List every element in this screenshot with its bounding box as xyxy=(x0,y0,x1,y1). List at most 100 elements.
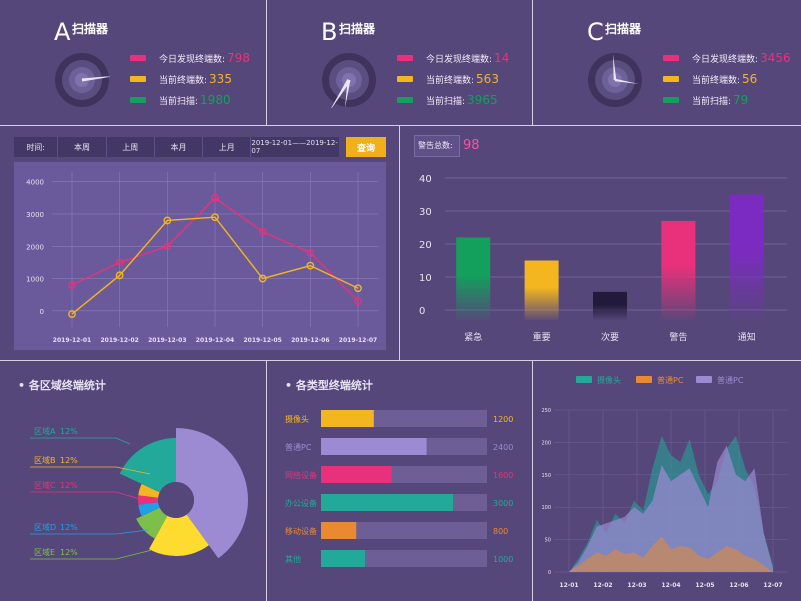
x-tick-label: 12-04 xyxy=(661,582,680,589)
radar-hand xyxy=(81,77,110,82)
data-point xyxy=(354,284,362,293)
y-tick-label: 100 xyxy=(541,505,551,511)
scanner-panel-b xyxy=(267,0,533,126)
leader-line xyxy=(30,466,151,475)
area-series xyxy=(569,445,773,572)
type-label: 办公设备 xyxy=(285,498,317,508)
bar xyxy=(524,260,559,320)
stat-label: 当前扫描: xyxy=(426,96,466,107)
stat-label: 今日发现终端数: xyxy=(426,54,493,65)
legend-swatch xyxy=(663,97,679,103)
alarm-total-label: 警告总数: xyxy=(414,135,460,157)
y-tick-label: 20 xyxy=(419,240,432,251)
x-tick-label: 重要 xyxy=(533,331,551,343)
scanner-letter: C xyxy=(587,18,604,46)
y-tick-label: 2000 xyxy=(26,243,44,251)
scanner-panel-a xyxy=(0,0,267,126)
radar-gauge-icon xyxy=(55,53,110,107)
last-week-button[interactable]: 上周 xyxy=(107,137,155,157)
region-percent: 12% xyxy=(60,427,78,436)
this-week-button[interactable]: 本周 xyxy=(58,137,107,157)
y-tick-label: 150 xyxy=(541,473,551,479)
y-tick-label: 4000 xyxy=(26,179,44,187)
stat-label: 当前扫描: xyxy=(692,96,732,107)
date-range-input[interactable]: 2019-12-01——2019-12-07 xyxy=(251,139,338,155)
x-tick-label: 2019-12-04 xyxy=(196,337,234,344)
last-month-button[interactable]: 上月 xyxy=(203,137,252,157)
type-title: • 各类型终端统计 xyxy=(285,379,373,392)
data-point xyxy=(258,227,267,236)
data-point xyxy=(115,258,124,267)
series-line xyxy=(71,196,359,302)
trend-panel xyxy=(0,126,400,361)
bar xyxy=(593,291,627,320)
plot-background xyxy=(14,162,386,350)
x-tick-label: 2019-12-06 xyxy=(291,337,329,344)
bar xyxy=(661,220,696,320)
scanner-stat-row: 当前扫描: 79 xyxy=(663,92,748,108)
y-tick-label: 0 xyxy=(40,308,44,316)
leader-line xyxy=(30,437,131,445)
legend-swatch xyxy=(397,76,413,82)
legend-swatch xyxy=(663,76,679,82)
stat-value: 1980 xyxy=(200,93,231,107)
scanner-title: 扫描器 xyxy=(339,22,376,36)
region-percent: 12% xyxy=(60,481,78,490)
alarm-total-value: 98 xyxy=(463,138,480,153)
data-point xyxy=(211,213,219,222)
region-label: 区域E xyxy=(34,547,55,557)
data-point xyxy=(163,216,172,225)
x-tick-label: 12-02 xyxy=(593,582,612,589)
stat-value: 56 xyxy=(742,72,758,86)
type-value: 1600 xyxy=(493,471,513,480)
region-percent: 12% xyxy=(60,523,78,532)
type-label: 网络设备 xyxy=(285,470,317,480)
data-point xyxy=(211,193,219,202)
legend-swatch xyxy=(696,376,712,383)
time-label: 时间: xyxy=(14,137,59,157)
bar-fill xyxy=(321,522,357,539)
type-value: 1000 xyxy=(493,555,513,564)
pie-slice xyxy=(119,438,176,493)
y-tick-label: 0 xyxy=(419,306,425,317)
bar xyxy=(729,194,764,320)
this-month-button[interactable]: 本月 xyxy=(155,137,204,157)
bar-fill xyxy=(321,466,392,483)
stat-value: 14 xyxy=(494,51,510,65)
query-button[interactable]: 查询 xyxy=(346,137,386,157)
bar-fill xyxy=(321,550,365,567)
data-point xyxy=(354,297,362,306)
stat-label: 当前终端数: xyxy=(426,75,475,86)
x-tick-label: 12-03 xyxy=(627,582,646,589)
region-panel xyxy=(0,361,267,601)
legend-label: 普通PC xyxy=(657,375,684,385)
bar-track xyxy=(321,522,487,539)
legend-swatch xyxy=(636,376,652,383)
data-point xyxy=(163,242,172,251)
bar-fill xyxy=(321,494,453,511)
pie-hole xyxy=(158,482,194,518)
scanner-stat-row: 当前扫描: 3965 xyxy=(397,92,498,108)
data-point xyxy=(258,274,267,283)
type-label: 摄像头 xyxy=(285,414,309,424)
y-tick-label: 30 xyxy=(419,207,432,218)
legend-swatch xyxy=(576,376,592,383)
region-label: 区域C xyxy=(34,480,56,490)
data-point xyxy=(306,261,315,270)
stat-value: 798 xyxy=(227,51,250,65)
scanner-title: 扫描器 xyxy=(605,22,642,36)
data-point xyxy=(115,271,124,280)
region-pie-chart: 区域A 12% 区域B 12% 区域C 12% 区域D 12% 区域E 12% xyxy=(30,426,248,560)
legend-swatch xyxy=(130,76,146,82)
leader-line xyxy=(30,549,153,560)
radar-hand xyxy=(614,78,639,84)
y-tick-label: 0 xyxy=(548,570,551,576)
data-point xyxy=(68,310,76,318)
bar-fill xyxy=(321,438,427,455)
time-filter-bar: 时间: 本周 上周 本月 上月 2019-12-01——2019-12-07 xyxy=(14,137,339,157)
stat-label: 当前终端数: xyxy=(159,75,208,86)
scanner-stat-row: 当前终端数: 563 xyxy=(397,71,499,87)
x-tick-label: 12-05 xyxy=(695,582,714,589)
scanner-stat-row: 今日发现终端数: 3456 xyxy=(663,50,791,66)
y-tick-label: 1000 xyxy=(26,276,44,284)
